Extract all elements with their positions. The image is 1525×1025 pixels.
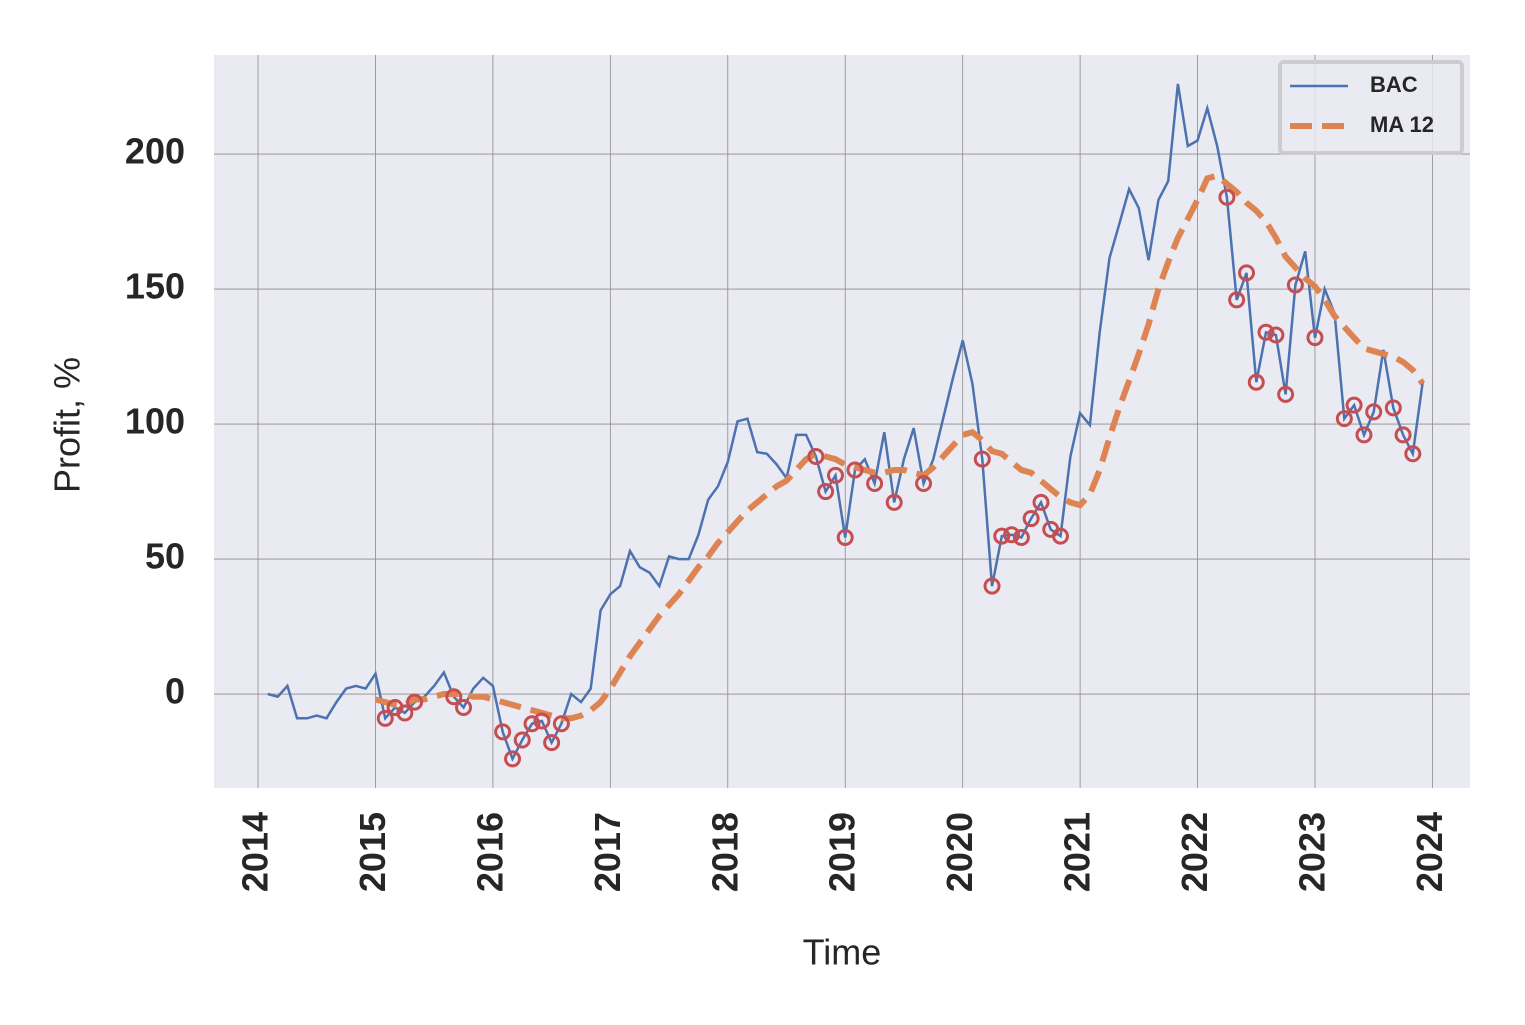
x-tick-label: 2017 bbox=[587, 812, 628, 892]
highlight-marker bbox=[836, 528, 854, 546]
highlight-marker bbox=[513, 731, 531, 749]
legend-label: BAC bbox=[1370, 72, 1418, 97]
y-tick-label: 50 bbox=[145, 536, 185, 577]
y-tick-label: 100 bbox=[125, 401, 185, 442]
highlight-marker bbox=[1306, 329, 1324, 347]
highlight-marker bbox=[455, 699, 473, 717]
highlight-marker bbox=[406, 693, 424, 711]
y-tick-label: 0 bbox=[165, 671, 185, 712]
highlight-marker bbox=[445, 688, 463, 706]
highlight-marker bbox=[915, 474, 933, 492]
x-axis-label: Time bbox=[803, 932, 882, 973]
x-tick-label: 2014 bbox=[235, 812, 276, 892]
highlight-marker bbox=[1277, 385, 1295, 403]
highlight-marker bbox=[1051, 527, 1069, 545]
highlight-marker bbox=[866, 474, 884, 492]
highlight-marker bbox=[846, 461, 864, 479]
highlight-marker bbox=[376, 709, 394, 727]
highlight-marker bbox=[973, 450, 991, 468]
highlight-marker bbox=[1228, 291, 1246, 309]
x-tick-label: 2015 bbox=[352, 812, 393, 892]
highlight-marker bbox=[807, 447, 825, 465]
x-tick-label: 2024 bbox=[1409, 812, 1450, 892]
highlight-marker bbox=[1384, 399, 1402, 417]
highlight-marker bbox=[1022, 510, 1040, 528]
x-tick-label: 2023 bbox=[1291, 812, 1332, 892]
highlight-marker bbox=[1267, 326, 1285, 344]
highlight-marker bbox=[993, 527, 1011, 545]
highlight-marker bbox=[826, 466, 844, 484]
highlight-marker bbox=[504, 750, 522, 768]
legend: BAC MA 12 bbox=[1278, 60, 1464, 155]
legend-label: MA 12 bbox=[1370, 112, 1434, 137]
highlight-marker bbox=[543, 734, 561, 752]
highlight-marker bbox=[1355, 426, 1373, 444]
highlight-marker bbox=[1286, 276, 1304, 294]
highlight-marker bbox=[817, 483, 835, 501]
x-tick-label: 2020 bbox=[939, 812, 980, 892]
highlight-marker bbox=[1365, 403, 1383, 421]
x-tick-label: 2021 bbox=[1057, 812, 1098, 892]
highlight-marker bbox=[1238, 264, 1256, 282]
highlight-marker bbox=[1003, 526, 1021, 544]
highlight-marker bbox=[1345, 396, 1363, 414]
series-line bbox=[267, 83, 1424, 762]
highlight-marker bbox=[1218, 188, 1236, 206]
highlight-marker bbox=[1012, 528, 1030, 546]
highlight-marker bbox=[1335, 410, 1353, 428]
highlight-marker bbox=[494, 723, 512, 741]
plot-background bbox=[214, 55, 1470, 788]
highlight-marker bbox=[396, 704, 414, 722]
highlight-marker bbox=[1257, 323, 1275, 341]
highlight-marker bbox=[552, 715, 570, 733]
x-tick-label: 2016 bbox=[469, 812, 510, 892]
y-tick-label: 200 bbox=[125, 131, 185, 172]
y-tick-label: 150 bbox=[125, 266, 185, 307]
highlight-marker bbox=[1404, 445, 1422, 463]
highlight-marker bbox=[533, 712, 551, 730]
highlight-marker bbox=[523, 715, 541, 733]
x-tick-label: 2019 bbox=[822, 812, 863, 892]
x-tick-label: 2022 bbox=[1174, 812, 1215, 892]
x-tick-label: 2018 bbox=[704, 812, 745, 892]
y-axis-label: Profit, % bbox=[47, 357, 88, 493]
highlight-marker bbox=[983, 577, 1001, 595]
series-line bbox=[374, 172, 1426, 722]
highlight-marker bbox=[1247, 373, 1265, 391]
highlight-marker bbox=[885, 493, 903, 511]
highlight-marker bbox=[1394, 426, 1412, 444]
highlight-marker bbox=[1032, 493, 1050, 511]
